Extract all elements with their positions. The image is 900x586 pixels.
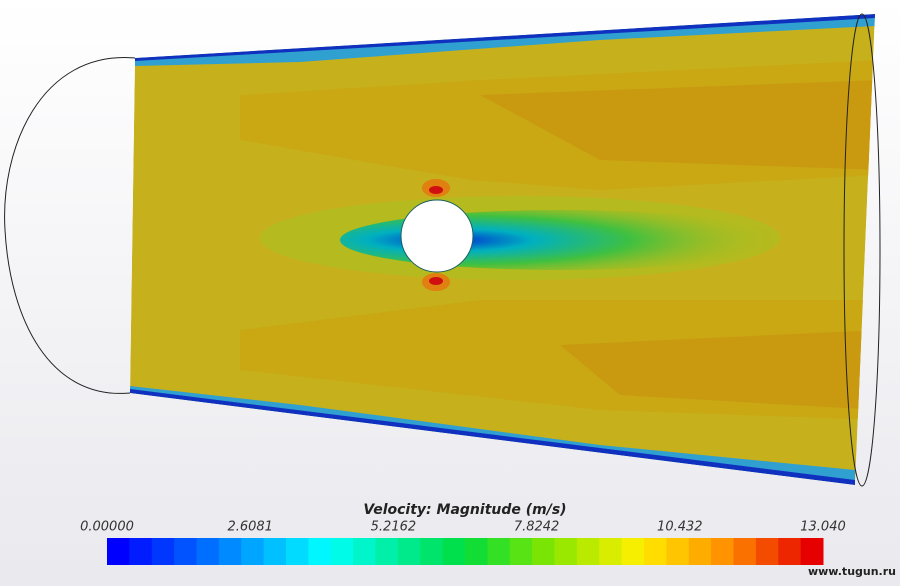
color-swatch	[397, 538, 421, 565]
color-swatch	[196, 538, 220, 565]
color-swatch	[353, 538, 376, 565]
color-swatch	[487, 538, 511, 565]
watermark: www.tugun.ru	[808, 565, 896, 578]
color-swatch	[263, 538, 287, 565]
color-swatch	[755, 538, 779, 565]
color-swatch	[621, 538, 645, 565]
colorbar-tick-label: 7.8242	[514, 520, 560, 535]
color-swatch	[442, 538, 466, 565]
color-swatch	[465, 538, 488, 565]
colorbar-tick-label: 5.2162	[371, 520, 417, 535]
color-swatch	[509, 538, 533, 565]
color-swatch	[778, 538, 802, 565]
color-swatch	[733, 538, 757, 565]
color-swatch	[241, 538, 265, 565]
color-swatch	[420, 538, 444, 565]
colorbar-tick-label: 0.00000	[80, 520, 134, 535]
color-swatch	[644, 538, 667, 565]
color-swatch	[688, 538, 712, 565]
color-swatch	[330, 538, 354, 565]
color-swatch	[107, 538, 130, 565]
color-swatch	[711, 538, 734, 565]
color-swatch	[129, 538, 153, 565]
color-swatch	[576, 538, 600, 565]
colorbar-tick-label: 13.040	[800, 520, 846, 535]
color-swatch	[666, 538, 690, 565]
colorbar-tick-label: 10.432	[657, 520, 703, 535]
color-swatch	[599, 538, 623, 565]
color-swatch	[308, 538, 332, 565]
color-swatch	[532, 538, 555, 565]
colorbar	[107, 538, 824, 565]
colorbar-tick-label: 2.6081	[227, 520, 273, 535]
color-swatch	[218, 538, 242, 565]
color-swatch	[286, 538, 309, 565]
color-swatch	[800, 538, 824, 565]
color-swatch	[375, 538, 399, 565]
colorbar-title: Velocity: Magnitude (m/s)	[363, 502, 566, 518]
color-swatch	[151, 538, 175, 565]
color-swatch	[554, 538, 578, 565]
flow-domain	[4, 13, 881, 487]
color-swatch	[174, 538, 197, 565]
